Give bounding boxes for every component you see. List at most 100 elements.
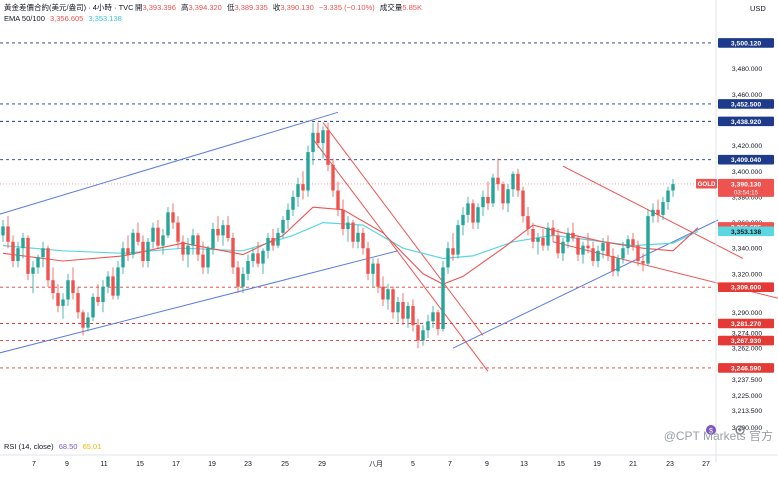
candle-27[interactable] [136, 222, 140, 246]
candle-67[interactable] [336, 181, 340, 217]
candle-115[interactable] [576, 235, 580, 262]
candle-32[interactable] [161, 228, 165, 255]
candle-24[interactable] [121, 241, 125, 274]
candle-84[interactable] [421, 325, 425, 346]
candle-101[interactable] [506, 184, 510, 213]
candle-70[interactable] [351, 220, 355, 249]
candle-26[interactable] [131, 228, 135, 259]
candle-73[interactable] [366, 241, 370, 281]
candle-56[interactable] [281, 216, 285, 238]
candle-125[interactable] [626, 235, 630, 255]
candle-91[interactable] [456, 220, 460, 259]
candle-1[interactable] [6, 216, 10, 249]
candle-94[interactable] [471, 199, 475, 229]
candle-131[interactable] [656, 199, 660, 223]
candle-62[interactable] [311, 122, 315, 165]
candle-81[interactable] [406, 302, 410, 328]
candle-103[interactable] [516, 168, 520, 197]
candle-40[interactable] [201, 241, 205, 274]
candle-16[interactable] [81, 309, 85, 336]
candle-4[interactable] [21, 232, 25, 259]
candle-43[interactable] [216, 216, 220, 242]
candle-105[interactable] [526, 207, 530, 236]
candle-28[interactable] [141, 235, 145, 268]
candle-99[interactable] [496, 158, 500, 191]
candle-14[interactable] [71, 267, 75, 300]
candle-133[interactable] [666, 186, 670, 210]
candle-38[interactable] [191, 228, 195, 255]
candle-53[interactable] [266, 232, 270, 259]
candle-79[interactable] [396, 296, 400, 323]
candle-36[interactable] [181, 235, 185, 262]
candle-96[interactable] [481, 190, 485, 217]
candle-106[interactable] [531, 222, 535, 249]
candle-72[interactable] [361, 227, 365, 255]
candle-25[interactable] [126, 235, 130, 262]
candle-68[interactable] [341, 199, 345, 236]
candle-44[interactable] [221, 220, 225, 246]
candle-86[interactable] [431, 305, 435, 328]
candle-112[interactable] [561, 237, 565, 262]
candle-119[interactable] [596, 245, 600, 268]
candle-87[interactable] [436, 309, 440, 336]
candle-74[interactable] [371, 258, 375, 287]
candle-58[interactable] [291, 190, 295, 217]
candle-114[interactable] [571, 222, 575, 242]
candle-50[interactable] [251, 248, 255, 268]
candle-37[interactable] [186, 237, 190, 268]
candle-109[interactable] [546, 222, 550, 251]
candle-20[interactable] [101, 280, 105, 313]
candle-46[interactable] [231, 232, 235, 274]
candle-127[interactable] [636, 240, 640, 267]
candle-15[interactable] [76, 286, 80, 319]
candle-107[interactable] [536, 232, 540, 255]
candle-6[interactable] [31, 261, 35, 294]
candle-64[interactable] [321, 126, 325, 159]
price-axis[interactable]: 3,480.000 3,460.000 3,420.000 3,400.000 3,38… [715, 0, 762, 462]
candle-60[interactable] [301, 171, 305, 200]
candle-117[interactable] [586, 232, 590, 254]
candle-118[interactable] [591, 241, 595, 267]
candle-18[interactable] [91, 293, 95, 322]
candle-31[interactable] [156, 220, 160, 249]
candle-100[interactable] [501, 181, 505, 210]
candle-7[interactable] [36, 254, 40, 274]
candle-90[interactable] [451, 232, 455, 262]
candle-80[interactable] [401, 293, 405, 326]
alert-icon[interactable]: $ [706, 425, 716, 435]
candle-83[interactable] [416, 318, 420, 349]
candle-13[interactable] [66, 273, 70, 306]
candle-57[interactable] [286, 203, 290, 229]
candle-61[interactable] [306, 145, 310, 197]
candle-71[interactable] [356, 225, 360, 249]
candle-54[interactable] [271, 228, 275, 251]
candle-126[interactable] [631, 232, 635, 251]
ema-legend[interactable]: EMA 50/100 3,356.605 3,353.138 [4, 14, 122, 23]
candle-48[interactable] [241, 267, 245, 294]
candle-45[interactable] [226, 216, 230, 242]
candle-85[interactable] [426, 314, 430, 338]
candle-47[interactable] [236, 261, 240, 294]
candle-35[interactable] [176, 216, 180, 249]
candle-39[interactable] [196, 232, 200, 262]
candle-23[interactable] [116, 261, 120, 300]
candle-63[interactable] [316, 122, 320, 149]
candle-124[interactable] [621, 241, 625, 264]
candle-88[interactable] [441, 261, 445, 332]
candle-120[interactable] [601, 237, 605, 259]
candle-104[interactable] [521, 186, 525, 223]
candle-33[interactable] [166, 207, 170, 238]
candle-122[interactable] [611, 248, 615, 277]
candle-41[interactable] [206, 245, 210, 274]
candle-128[interactable] [641, 253, 645, 272]
candle-51[interactable] [256, 241, 260, 268]
candle-29[interactable] [146, 237, 150, 268]
candle-17[interactable] [86, 312, 90, 332]
candle-65[interactable] [326, 122, 330, 172]
candle-75[interactable] [376, 258, 380, 294]
candle-130[interactable] [651, 203, 655, 223]
candle-0[interactable] [1, 220, 5, 242]
candle-49[interactable] [246, 254, 250, 281]
candle-113[interactable] [566, 227, 570, 249]
